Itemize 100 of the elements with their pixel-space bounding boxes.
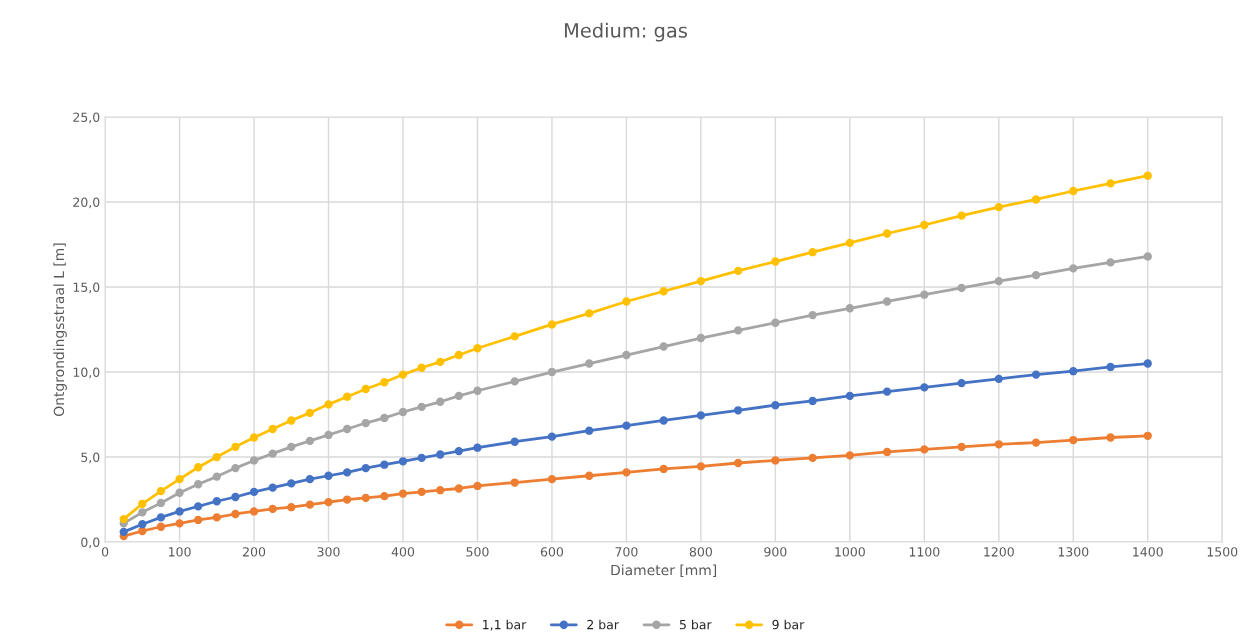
point (361, 384, 370, 394)
point (994, 202, 1003, 212)
point (454, 391, 464, 401)
y-tick-label: 10,0 (73, 367, 100, 379)
point (231, 463, 240, 473)
point (324, 430, 333, 440)
point (920, 383, 929, 392)
point (510, 332, 519, 341)
y-tick-label: 20,0 (73, 197, 100, 209)
point (920, 445, 929, 454)
point (287, 442, 296, 452)
point (156, 498, 166, 508)
point (659, 342, 668, 351)
point (249, 487, 259, 497)
x-tick-label: 1300 (1058, 547, 1089, 557)
point (324, 400, 333, 409)
point (1106, 258, 1115, 267)
point (659, 464, 668, 474)
point (342, 424, 352, 434)
point (380, 378, 389, 387)
point (138, 520, 147, 529)
x-tick-label: 1100 (909, 547, 940, 557)
point (380, 413, 389, 423)
x-tick-label: 1000 (835, 547, 865, 557)
point (380, 491, 389, 501)
point (436, 486, 445, 495)
x-tick-label: 400 (391, 547, 415, 557)
x-tick-label: 300 (317, 547, 340, 557)
point (585, 471, 594, 480)
point (808, 310, 817, 320)
legend-label: 2 bar (587, 619, 619, 630)
point (1143, 252, 1152, 261)
point (156, 513, 166, 522)
point (510, 377, 519, 386)
point (249, 507, 259, 516)
point (212, 513, 221, 522)
point (957, 283, 966, 293)
point (920, 220, 929, 230)
y-tick-label: 25,0 (73, 112, 100, 124)
point (119, 527, 128, 537)
point (845, 451, 855, 460)
point (305, 436, 315, 446)
point (771, 257, 780, 266)
point (194, 480, 203, 489)
point (1031, 370, 1041, 379)
point (119, 514, 128, 524)
point (547, 320, 557, 329)
point (1143, 359, 1152, 368)
point (342, 468, 352, 477)
point (194, 463, 203, 472)
point (436, 357, 445, 367)
point (417, 487, 426, 497)
point (622, 421, 631, 430)
legend-label: 5 bar (679, 619, 712, 630)
point (696, 462, 706, 471)
point (305, 408, 315, 418)
point (324, 471, 333, 480)
point (771, 318, 780, 327)
point (342, 495, 352, 504)
point (212, 452, 221, 462)
point (1069, 367, 1078, 376)
x-tick-label: 200 (243, 547, 266, 557)
point (994, 440, 1003, 449)
point (957, 211, 966, 220)
x-tick-label: 1500 (1207, 547, 1238, 557)
point (175, 519, 184, 528)
point (138, 499, 147, 508)
point (994, 374, 1003, 384)
point (882, 229, 892, 238)
point (882, 297, 892, 306)
x-tick-label: 1400 (1133, 547, 1163, 557)
point (342, 392, 352, 401)
point (622, 297, 631, 306)
point (547, 474, 557, 484)
point (473, 481, 482, 491)
point (659, 287, 668, 296)
x-axis-title: Diameter [mm] (611, 564, 717, 577)
point (771, 401, 780, 410)
point (733, 458, 743, 468)
point (882, 387, 892, 396)
point (1031, 438, 1041, 447)
x-tick-label: 700 (615, 547, 638, 557)
point (1106, 179, 1115, 188)
point (175, 488, 184, 497)
point (808, 248, 817, 257)
y-axis-title: Ontgrondingsstraal L [m] (53, 243, 67, 416)
point (398, 370, 408, 379)
point (175, 507, 184, 516)
point (1069, 435, 1078, 445)
point (361, 463, 370, 473)
point (361, 493, 370, 503)
point (417, 363, 426, 372)
y-tick-label: 15,0 (73, 282, 100, 294)
point (436, 397, 445, 406)
point (1069, 264, 1078, 273)
y-tick-label: 5,0 (81, 452, 100, 464)
x-tick-label: 900 (764, 547, 787, 557)
point (696, 276, 706, 286)
point (1143, 171, 1152, 180)
point (473, 386, 482, 395)
